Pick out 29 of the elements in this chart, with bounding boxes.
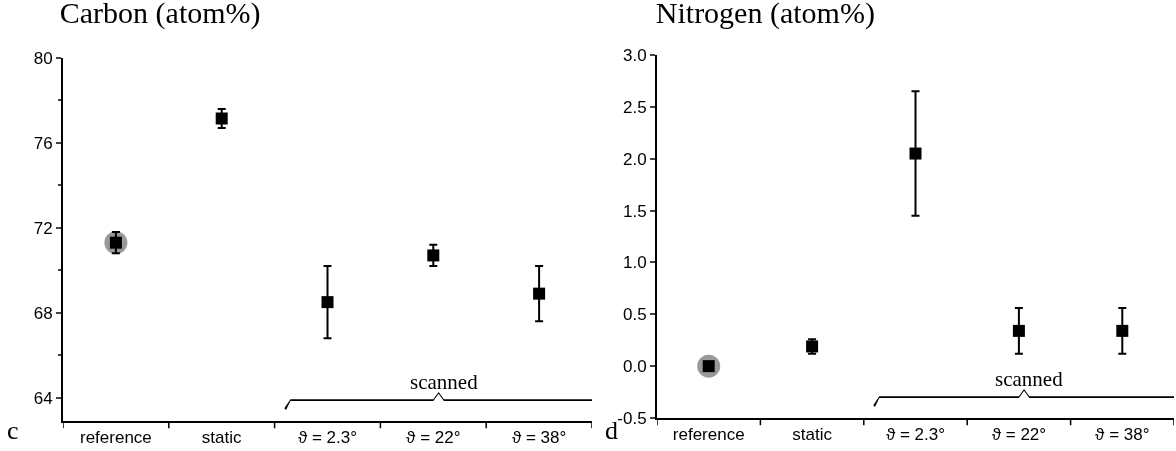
y-tick-label: 1.0 xyxy=(622,253,647,273)
text: c xyxy=(7,416,19,445)
y-tick-label: 0.0 xyxy=(622,357,647,377)
x-tick-label: static xyxy=(201,428,243,448)
y-tick-label: 64 xyxy=(33,388,53,408)
x-tick-label: static xyxy=(792,425,833,445)
x-tick-label: reference xyxy=(672,425,745,445)
x-tick-label: ϑ = 2.3° xyxy=(885,425,946,445)
y-tick-label: -0.5 xyxy=(617,408,647,428)
y-tick-label: 2.5 xyxy=(622,97,647,117)
y-tick-label: 3.0 xyxy=(622,45,647,65)
x-tick-label: ϑ = 2.3° xyxy=(297,428,358,448)
y-tick-label: 1.5 xyxy=(622,201,647,221)
annotation: scanned xyxy=(410,370,479,394)
x-tick-label: ϑ = 38° xyxy=(1095,425,1150,445)
y-tick-label: 68 xyxy=(33,303,53,323)
chart-title: Carbon (atom%) xyxy=(59,0,261,31)
chart-title: Nitrogen (atom%) xyxy=(655,0,875,31)
y-tick-label: 2.0 xyxy=(622,149,647,169)
text: d xyxy=(605,416,618,445)
annotation: scanned xyxy=(995,367,1064,391)
y-tick-label: 0.5 xyxy=(622,305,647,325)
y-tick-label: 76 xyxy=(33,133,53,153)
x-tick-label: ϑ = 22° xyxy=(406,428,461,448)
x-tick-label: reference xyxy=(79,428,152,448)
y-tick-label: 72 xyxy=(33,218,53,238)
y-tick-label: 80 xyxy=(33,48,53,68)
x-tick-label: ϑ = 22° xyxy=(991,425,1047,445)
x-tick-label: ϑ = 38° xyxy=(511,428,567,448)
